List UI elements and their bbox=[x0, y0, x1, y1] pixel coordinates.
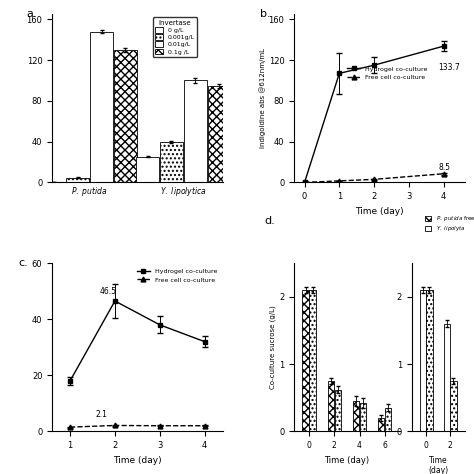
Bar bbox=[450, 381, 456, 431]
Bar bbox=[184, 81, 207, 182]
Bar bbox=[426, 290, 433, 431]
Bar bbox=[66, 178, 89, 182]
Text: a.: a. bbox=[27, 9, 37, 19]
Text: 8.5: 8.5 bbox=[438, 163, 450, 172]
Bar bbox=[444, 324, 450, 431]
Bar bbox=[360, 403, 366, 431]
Bar bbox=[310, 290, 316, 431]
Bar bbox=[160, 142, 183, 182]
Bar bbox=[208, 86, 230, 182]
Text: d.: d. bbox=[264, 216, 275, 226]
X-axis label: Time (day): Time (day) bbox=[113, 456, 162, 465]
X-axis label: Time (day): Time (day) bbox=[355, 207, 404, 216]
Bar bbox=[114, 50, 137, 182]
Text: c.: c. bbox=[18, 258, 28, 268]
Bar bbox=[385, 408, 392, 431]
Legend: 0 g/L, 0.001g/L, 0.01g/L, 0.1g /L: 0 g/L, 0.001g/L, 0.01g/L, 0.1g /L bbox=[153, 18, 197, 57]
X-axis label: Time
(day): Time (day) bbox=[428, 456, 448, 474]
Y-axis label: Co-culture sucrose (g/L): Co-culture sucrose (g/L) bbox=[270, 305, 276, 389]
Bar bbox=[335, 390, 341, 431]
Y-axis label: Indigoidine abs @612nm/mL: Indigoidine abs @612nm/mL bbox=[259, 48, 266, 148]
Text: b.: b. bbox=[260, 9, 271, 19]
Bar bbox=[90, 32, 113, 182]
Text: 2.1: 2.1 bbox=[96, 410, 108, 419]
Bar bbox=[136, 157, 159, 182]
Legend: Hydrogel co-culture, Free cell co-culture: Hydrogel co-culture, Free cell co-cultur… bbox=[345, 64, 430, 82]
Bar bbox=[302, 290, 309, 431]
Bar bbox=[419, 290, 426, 431]
Legend: Hydrogel co-culture, Free cell co-culture: Hydrogel co-culture, Free cell co-cultur… bbox=[135, 266, 219, 285]
X-axis label: Time (day): Time (day) bbox=[324, 456, 370, 465]
Bar bbox=[353, 401, 359, 431]
Bar bbox=[378, 418, 384, 431]
Legend: $\it{P.\ putida}$ free cell, $\it{Y.\ lipolyta}$, $\it{P.\ putida}$ hydrogel, $\: $\it{P.\ putida}$ free cell, $\it{Y.\ li… bbox=[422, 212, 474, 236]
Text: 133.7: 133.7 bbox=[438, 64, 460, 72]
Text: 46.5: 46.5 bbox=[100, 287, 117, 296]
Bar bbox=[328, 381, 334, 431]
